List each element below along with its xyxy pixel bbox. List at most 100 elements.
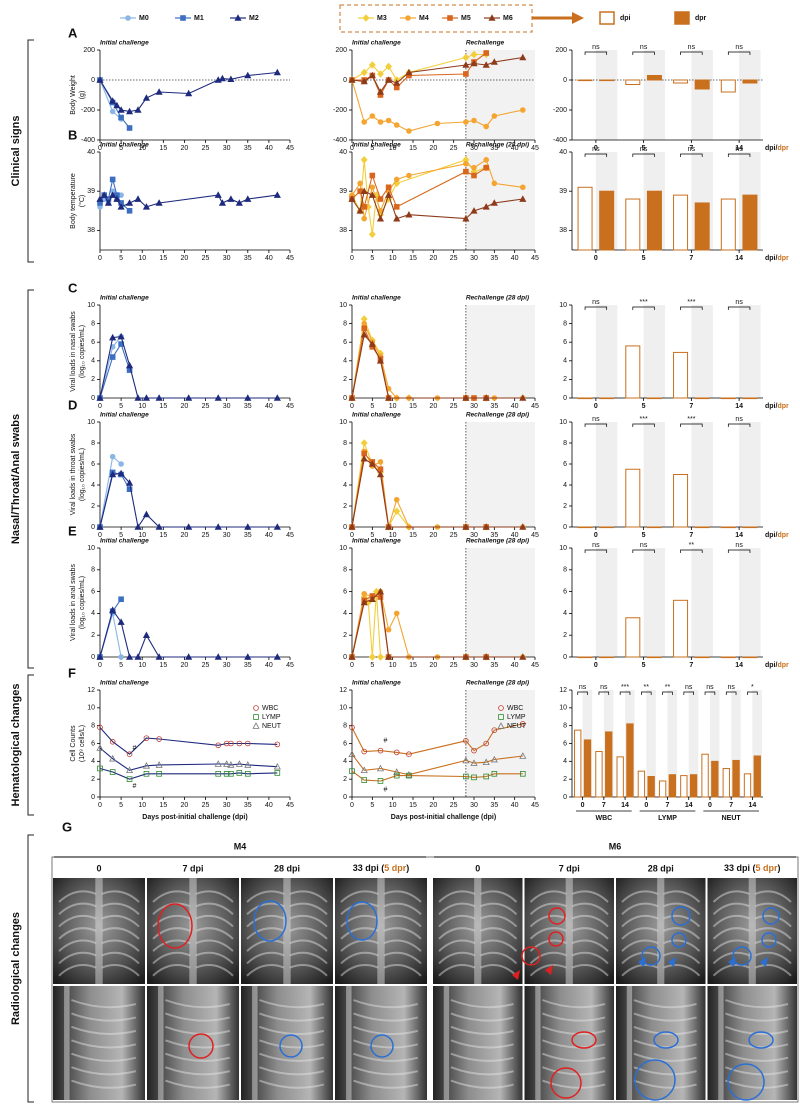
legend-swatch (599, 11, 615, 25)
dpr-bar (694, 397, 710, 400)
marker (134, 523, 142, 530)
dpi-bar (720, 79, 736, 93)
section-bracket (27, 834, 34, 1103)
rib (438, 927, 518, 940)
x-tick-label: 0 (350, 662, 354, 669)
rib (165, 1039, 231, 1049)
chart-title: Initial challenge (100, 295, 149, 302)
legend-label: M4 (419, 15, 429, 22)
marker (185, 653, 193, 660)
y-tick-label: 4 (91, 758, 95, 765)
series-line (99, 727, 278, 755)
chart-title: Initial challenge (352, 142, 401, 149)
chart-title: Initial challenge (100, 40, 149, 47)
y-tick-label: 6 (343, 461, 347, 468)
rechallenge-shade (465, 422, 535, 527)
lesion-marker (521, 946, 541, 966)
rib (712, 914, 792, 928)
sig-label: ns (727, 684, 735, 691)
rib (152, 890, 234, 903)
rib (353, 999, 419, 1009)
rib (529, 927, 609, 940)
marker (96, 744, 104, 751)
marker (155, 394, 163, 401)
y-axis-label: (log₁₀ copies/mL) (79, 576, 86, 629)
sig-label: *** (640, 299, 648, 306)
y-tick-label: 4 (343, 610, 347, 617)
arrowhead-marker (545, 965, 553, 975)
marker (393, 84, 400, 91)
marker (385, 191, 393, 198)
column-header: 28 dpi (274, 863, 300, 873)
marker (142, 94, 151, 101)
marker (491, 113, 498, 119)
marker (376, 470, 385, 478)
x-tick-label: 0 (708, 802, 712, 809)
x-tick-label: 25 (450, 145, 458, 152)
marker (348, 195, 356, 202)
x-tick-label: 15 (159, 255, 167, 262)
sig-label: ns (600, 684, 608, 691)
marker (235, 760, 243, 767)
rib (712, 927, 792, 940)
marker (368, 595, 376, 603)
y-tick-label: 2 (343, 376, 347, 383)
x-tick-label: 35 (244, 403, 252, 410)
rib (438, 964, 518, 977)
marker (385, 523, 393, 530)
x-tick-label: 30 (223, 145, 231, 152)
rib (542, 1066, 606, 1076)
y-tick-label: 10 (559, 705, 567, 712)
marker (498, 714, 504, 720)
column-header-part: 33 dpi ( (724, 863, 756, 873)
dpr-bar (599, 526, 615, 529)
chart-title: Initial challenge (100, 142, 149, 149)
x-tick-label: 10 (138, 662, 146, 669)
y-tick-label: 38 (559, 227, 567, 234)
spine (377, 878, 385, 984)
dpi-bar (673, 194, 689, 251)
x-tick-label: 7 (689, 255, 693, 262)
lesion-marker (548, 931, 564, 947)
marker (361, 320, 368, 327)
x-tick-label: 25 (450, 662, 458, 669)
dpr-bar (647, 775, 655, 798)
sig-label: *** (640, 416, 648, 423)
y-tick-label: 8 (343, 440, 347, 447)
x-unit-part: dpr (777, 145, 789, 152)
y-tick-label: 12 (339, 687, 347, 694)
dpr-shade (709, 690, 720, 797)
marker (368, 460, 376, 467)
x-unit-label: dpi/dpr (765, 255, 789, 262)
series-line (351, 723, 523, 755)
x-tick-label: 5 (642, 532, 646, 539)
sig-label: ns (592, 542, 600, 549)
section-label: Hematological changes (10, 684, 22, 807)
dpr-shade (643, 305, 666, 398)
y-tick-label: -400 (333, 137, 347, 144)
arrowhead-marker (512, 970, 520, 980)
x-unit-part: dpr (777, 532, 789, 539)
marker (244, 195, 252, 202)
y-tick-label: 4 (563, 758, 567, 765)
rib (438, 890, 518, 903)
marker (498, 705, 504, 711)
x-tick-label: 5 (370, 662, 374, 669)
y-tick-label: 8 (91, 440, 95, 447)
marker (377, 196, 384, 202)
rib (438, 951, 518, 965)
series-line (99, 472, 278, 529)
dpr-bar (742, 397, 758, 400)
chart-title: Initial challenge (100, 412, 149, 419)
dpi-bar (625, 79, 641, 85)
x-tick-label: 25 (202, 662, 210, 669)
marker (125, 107, 134, 115)
y-tick-label: 6 (563, 339, 567, 346)
column-header: 0 (96, 863, 101, 873)
rib (542, 1052, 606, 1062)
dpr-shade (739, 548, 761, 657)
marker (244, 771, 251, 777)
marker (117, 106, 125, 113)
y-tick-label: 12 (559, 687, 567, 694)
x-tick-label: 45 (286, 802, 294, 809)
